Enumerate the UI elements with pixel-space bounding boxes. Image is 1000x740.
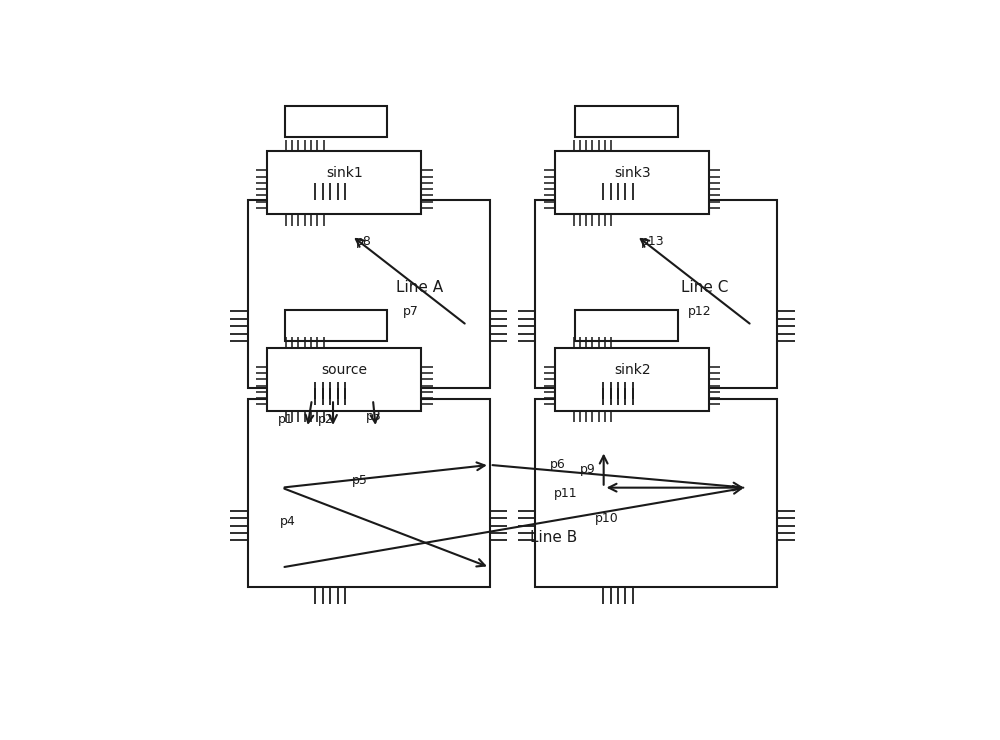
Text: p10: p10 xyxy=(595,513,619,525)
Text: p7: p7 xyxy=(403,305,419,317)
Bar xyxy=(267,152,421,214)
Text: sink2: sink2 xyxy=(614,363,650,377)
Bar xyxy=(267,348,421,411)
Bar xyxy=(575,310,678,341)
Bar xyxy=(285,310,387,341)
Text: p6: p6 xyxy=(550,458,565,471)
Text: p11: p11 xyxy=(554,487,577,500)
Bar xyxy=(285,106,387,137)
Text: p4: p4 xyxy=(280,515,296,528)
Text: sink3: sink3 xyxy=(614,166,650,181)
Text: p8: p8 xyxy=(356,235,372,248)
Bar xyxy=(555,348,709,411)
Bar xyxy=(575,106,678,137)
Text: p2: p2 xyxy=(318,413,333,425)
Text: p1: p1 xyxy=(278,413,293,425)
Text: p12: p12 xyxy=(688,305,712,317)
Text: sink1: sink1 xyxy=(326,166,363,181)
Bar xyxy=(535,400,777,588)
Bar xyxy=(248,200,490,388)
Text: Line C: Line C xyxy=(681,280,728,295)
Text: Line A: Line A xyxy=(396,280,443,295)
Text: p9: p9 xyxy=(580,463,595,476)
Text: Line B: Line B xyxy=(530,531,577,545)
Text: source: source xyxy=(321,363,367,377)
Bar xyxy=(248,400,490,588)
Text: p3: p3 xyxy=(365,410,381,423)
Bar xyxy=(555,152,709,214)
Text: p5: p5 xyxy=(352,474,368,488)
Bar xyxy=(535,200,777,388)
Text: p13: p13 xyxy=(641,235,665,248)
